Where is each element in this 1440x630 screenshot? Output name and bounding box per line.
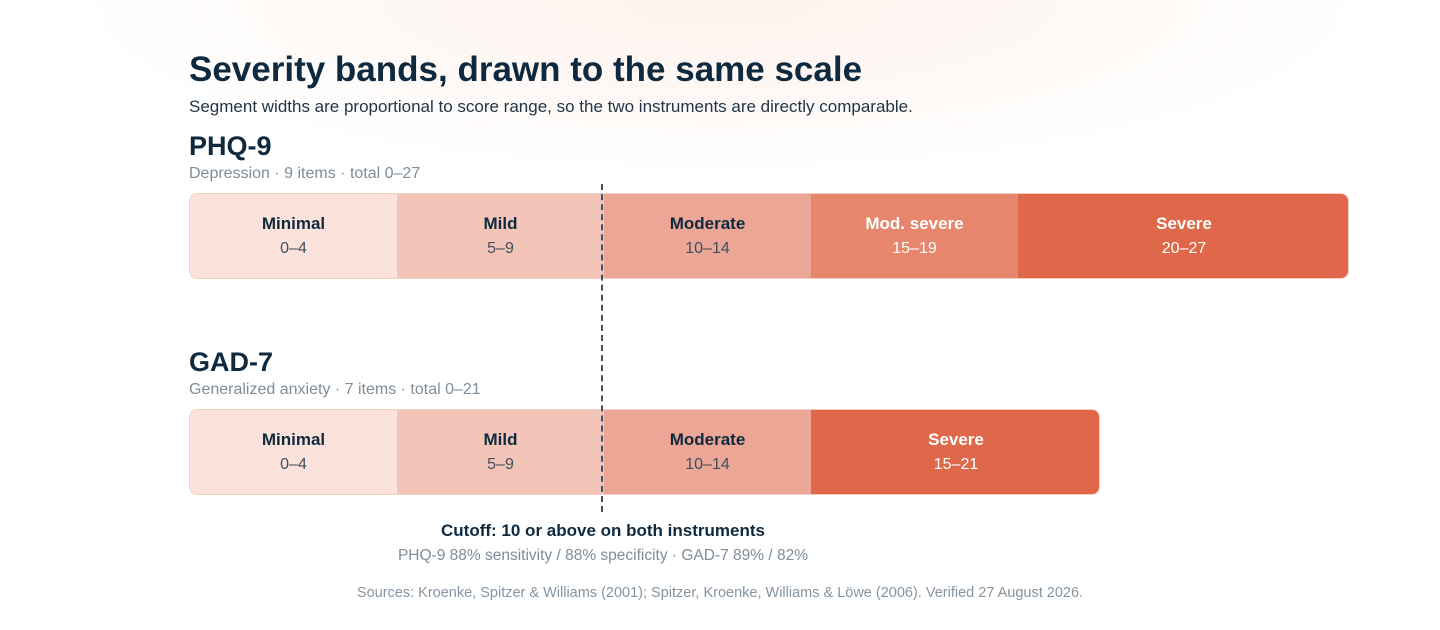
band-label: Severe: [1156, 213, 1212, 233]
severity-bar-gad7: Minimal 0–4 Mild 5–9 Moderate 10–14 Seve…: [189, 409, 1100, 495]
band-mild: Mild 5–9: [397, 194, 604, 278]
band-label: Minimal: [261, 429, 326, 449]
band-label: Severe: [928, 429, 984, 449]
cutoff-line: [601, 184, 603, 512]
band-range: 15–21: [933, 455, 979, 473]
band-label: Moderate: [669, 429, 746, 449]
cutoff-detail: PHQ-9 88% sensitivity / 88% specificity …: [397, 547, 809, 564]
band-minimal: Minimal 0–4: [190, 410, 397, 494]
band-label: Mod. severe: [865, 213, 964, 233]
band-label: Moderate: [669, 213, 746, 233]
band-moderate: Moderate 10–14: [604, 194, 811, 278]
band-range: 15–19: [892, 239, 937, 257]
instrument-name-phq9: PHQ-9: [189, 131, 272, 161]
band-mod-severe: Mod. severe 15–19: [811, 194, 1018, 278]
cutoff-title: Cutoff: 10 or above on both instruments: [441, 521, 765, 540]
band-range: 5–9: [487, 455, 514, 473]
band-mild: Mild 5–9: [397, 410, 604, 494]
instrument-name-gad7: GAD-7: [189, 347, 274, 377]
band-range: 5–9: [487, 239, 514, 257]
band-severe: Severe 20–27: [1018, 194, 1348, 278]
page-title: Severity bands, drawn to the same scale: [189, 50, 863, 89]
page-subtitle: Segment widths are proportional to score…: [189, 97, 913, 116]
band-range: 0–4: [280, 455, 307, 473]
band-range: 0–4: [280, 239, 307, 257]
band-range: 20–27: [1161, 239, 1207, 257]
band-range: 10–14: [685, 455, 730, 473]
instrument-meta-gad7: Generalized anxiety · 7 items · total 0–…: [189, 381, 481, 398]
band-severe: Severe 15–21: [811, 410, 1099, 494]
band-label: Mild: [483, 429, 518, 449]
sources-note: Sources: Kroenke, Spitzer & Williams (20…: [356, 585, 1084, 601]
severity-bar-phq9: Minimal 0–4 Mild 5–9 Moderate 10–14 Mod.…: [189, 193, 1349, 279]
band-label: Mild: [483, 213, 518, 233]
band-range: 10–14: [685, 239, 730, 257]
band-label: Minimal: [261, 213, 326, 233]
band-minimal: Minimal 0–4: [190, 194, 397, 278]
band-moderate: Moderate 10–14: [604, 410, 811, 494]
instrument-meta-phq9: Depression · 9 items · total 0–27: [189, 165, 421, 182]
